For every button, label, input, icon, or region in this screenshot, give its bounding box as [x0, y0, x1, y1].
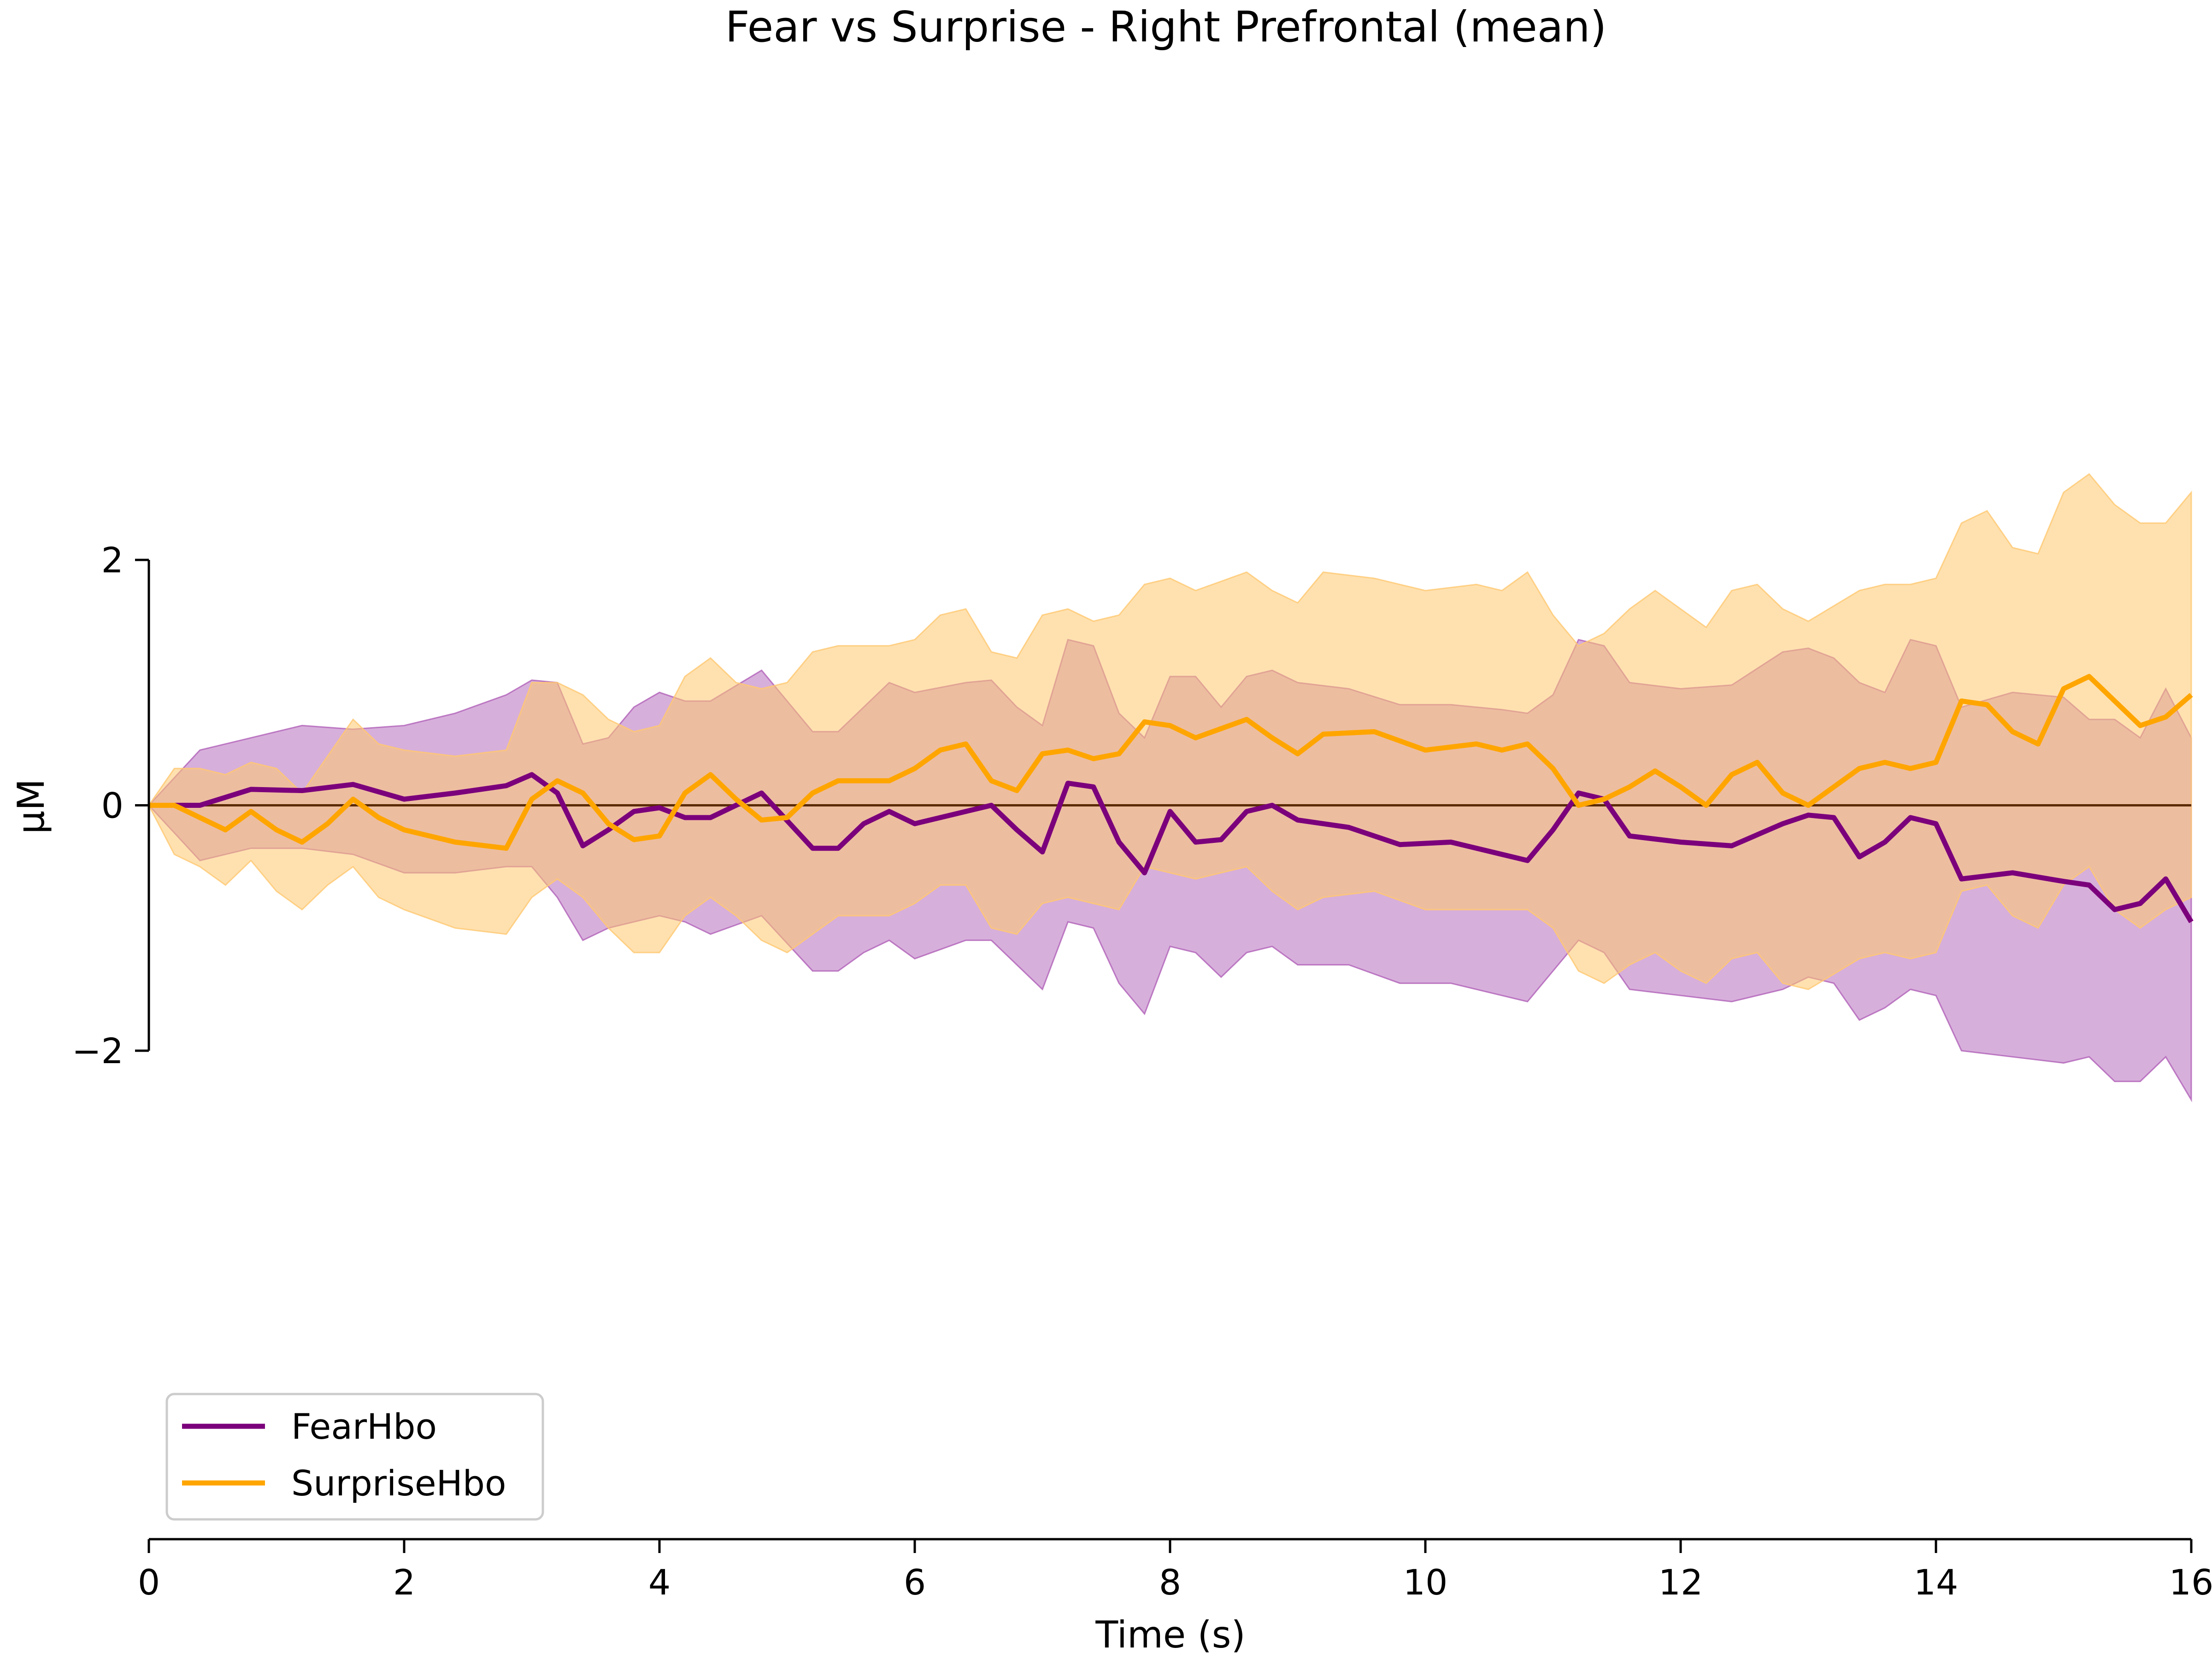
plot-area [147, 473, 2194, 1102]
series-line-fearhbo [149, 772, 2194, 924]
chart-title: Fear vs Surprise - Right Prefrontal (mea… [725, 2, 1607, 52]
legend: FearHbo SurpriseHbo [165, 1393, 544, 1521]
x-tick-label: 10 [1403, 1562, 1448, 1603]
y-tick-label: 0 [101, 785, 124, 826]
y-axis-label: µM [10, 779, 53, 834]
y-axis: −2 0 2 [72, 540, 150, 1071]
x-axis: 0 2 4 6 8 10 12 14 16 [138, 1538, 2212, 1603]
series-line-surprisehbo [149, 674, 2193, 851]
confidence-bands [147, 473, 2192, 1102]
x-tick-label: 2 [393, 1562, 415, 1603]
x-axis-ticks: 0 2 4 6 8 10 12 14 16 [138, 1539, 2212, 1603]
y-axis-ticks: −2 0 2 [72, 540, 149, 1071]
x-tick-label: 6 [904, 1562, 926, 1603]
x-tick-label: 8 [1159, 1562, 1181, 1603]
y-tick-label: 2 [101, 540, 124, 581]
x-tick-label: 14 [1914, 1562, 1959, 1603]
x-tick-label: 4 [648, 1562, 671, 1603]
x-axis-label: Time (s) [1095, 1613, 1245, 1656]
y-tick-label: −2 [72, 1030, 124, 1071]
series-lines [149, 674, 2194, 924]
x-tick-label: 0 [138, 1562, 160, 1603]
x-tick-label: 16 [2169, 1562, 2212, 1603]
legend-label-surprise: SurpriseHbo [291, 1463, 506, 1504]
legend-label-fear: FearHbo [291, 1406, 437, 1447]
x-tick-label: 12 [1659, 1562, 1703, 1603]
